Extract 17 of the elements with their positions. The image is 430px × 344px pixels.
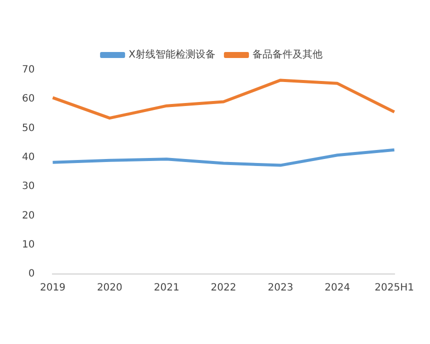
x-tick-label: 2023 [268,282,294,294]
y-tick-label: 50 [22,122,35,134]
x-tick-label: 2022 [210,282,236,294]
y-tick-label: 0 [28,268,35,280]
y-tick-label: 20 [22,210,35,222]
x-tick-label: 2021 [154,282,180,294]
y-tick-label: 10 [22,239,35,250]
y-tick-label: 60 [22,94,35,105]
legend-label: X射线智能检测设备 [128,48,216,61]
y-tick-label: 70 [22,64,35,76]
x-tick-label: 2025H1 [374,282,414,294]
x-tick-label: 2019 [40,282,66,294]
x-tick-label: 2020 [96,282,122,294]
x-tick-label: 2024 [324,282,350,294]
y-tick-label: 30 [22,181,35,192]
y-tick-label: 40 [22,152,35,164]
legend-label: 备品备件及其他 [252,48,322,61]
